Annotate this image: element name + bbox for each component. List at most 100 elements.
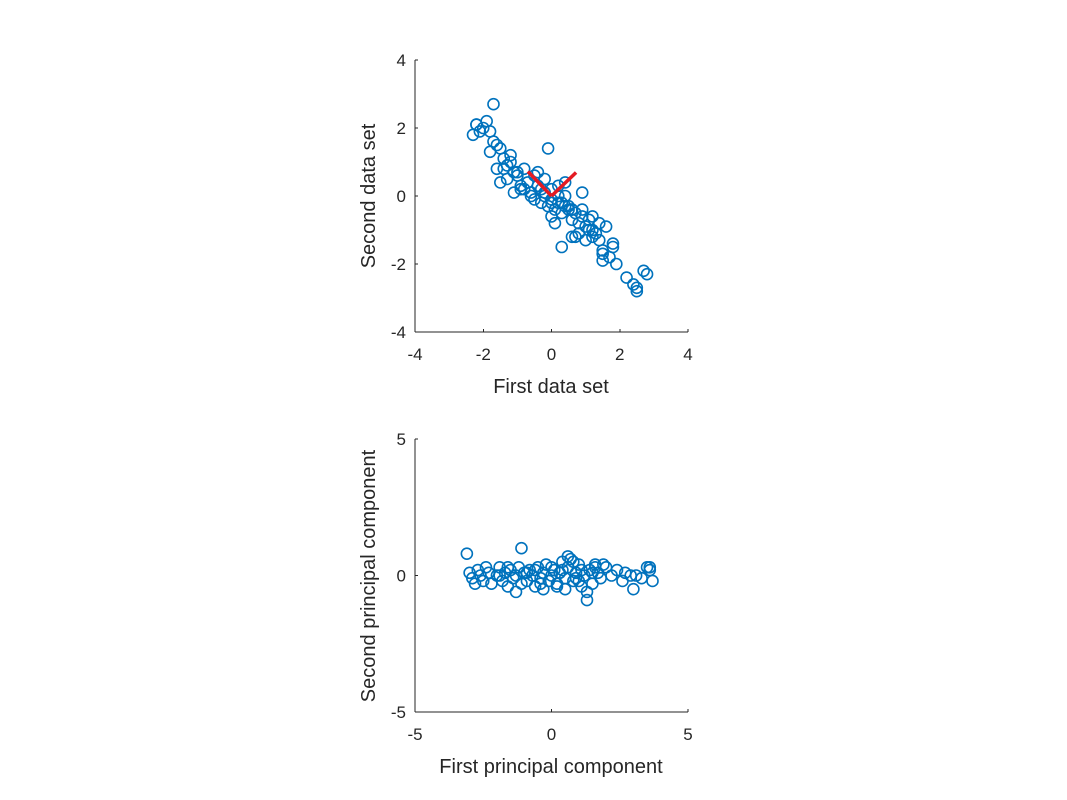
data-point [592, 216, 606, 230]
data-point [524, 189, 538, 203]
data-point [637, 264, 650, 278]
y-tick-label: 0 [397, 187, 406, 206]
data-point [629, 569, 643, 582]
x-tick-label: 0 [547, 345, 556, 364]
data-point [603, 250, 616, 264]
data-point [565, 230, 579, 244]
data-point [558, 189, 572, 203]
data-point [490, 138, 504, 152]
data-point [521, 176, 534, 189]
x-tick-label: 0 [547, 725, 556, 744]
data-point [487, 97, 500, 111]
bottom-markers [460, 541, 659, 607]
data-point [480, 114, 493, 128]
data-point [531, 165, 545, 179]
data-point [565, 213, 579, 227]
data-point [558, 582, 572, 596]
data-point [466, 128, 480, 142]
bottom-y-axis-label: Second principal component [358, 449, 380, 702]
data-point [606, 240, 620, 254]
data-point [550, 580, 564, 593]
data-point [493, 569, 506, 582]
data-point [630, 284, 644, 298]
data-point [470, 118, 483, 131]
data-point [520, 566, 534, 580]
data-point [528, 563, 542, 577]
data-point [579, 233, 592, 247]
data-point [468, 577, 482, 590]
data-point [497, 162, 511, 176]
y-tick-label: 4 [397, 51, 406, 70]
y-tick-label: 2 [397, 119, 406, 138]
y-tick-label: -2 [391, 255, 406, 274]
x-tick-label: 5 [683, 725, 692, 744]
data-point [569, 230, 582, 244]
top-ticks: -4 -2 0 2 4 -4 -2 0 2 4 [391, 51, 693, 364]
data-point [528, 169, 541, 182]
data-point [580, 585, 594, 599]
data-point [558, 176, 572, 189]
y-tick-label: -5 [391, 703, 406, 722]
data-point [555, 240, 569, 254]
x-tick-label: -2 [476, 345, 491, 364]
data-point [534, 196, 548, 210]
data-point [504, 148, 517, 162]
data-point [490, 162, 504, 176]
data-point [476, 121, 490, 135]
data-point [580, 593, 594, 607]
data-point [572, 216, 586, 230]
y-tick-label: 5 [397, 430, 406, 449]
data-point [553, 566, 566, 580]
data-point [610, 563, 624, 577]
data-point [501, 561, 515, 574]
data-point [548, 216, 562, 230]
data-point [640, 267, 654, 281]
data-point [555, 206, 569, 220]
x-tick-label: 2 [615, 345, 624, 364]
data-point [646, 574, 659, 588]
data-point [517, 162, 531, 176]
data-point [507, 186, 521, 199]
data-point [483, 145, 497, 159]
data-point [596, 247, 609, 261]
data-point [627, 278, 640, 291]
data-point [494, 176, 507, 189]
data-point [565, 203, 579, 216]
data-point [515, 541, 528, 555]
data-point [606, 237, 620, 250]
top-y-axis-label: Second data set [358, 123, 380, 268]
top-scatter-plot: -4 -2 0 2 4 -4 -2 0 2 4 First data set Second dat… [358, 51, 693, 398]
bottom-ticks: -5 0 5 -5 0 5 [391, 430, 693, 744]
data-point [514, 179, 528, 193]
data-point [610, 257, 623, 271]
data-point [586, 210, 599, 223]
principal-axis-2-line [526, 170, 553, 198]
data-point [572, 227, 586, 240]
data-point [599, 220, 613, 233]
data-point [558, 199, 572, 213]
data-point [569, 571, 583, 585]
data-point [579, 220, 592, 233]
data-point [597, 558, 610, 571]
data-point [541, 142, 555, 155]
data-point [479, 561, 493, 574]
data-point [620, 271, 633, 284]
data-point [545, 210, 558, 223]
principal-axis-1-line [550, 171, 578, 198]
x-tick-label: -4 [407, 345, 422, 364]
data-point [509, 585, 523, 599]
data-point [596, 254, 609, 267]
data-point [483, 125, 497, 138]
top-principal-vectors [526, 170, 578, 198]
bottom-x-axis-label: First principal component [439, 756, 663, 778]
data-point [630, 281, 644, 295]
data-point [588, 561, 602, 574]
data-point [599, 561, 613, 574]
data-point [545, 196, 558, 210]
data-point [567, 555, 580, 569]
x-tick-label: 4 [683, 345, 692, 364]
data-point [592, 233, 606, 247]
data-point [548, 203, 562, 216]
data-point [586, 577, 599, 590]
data-point [624, 569, 637, 582]
